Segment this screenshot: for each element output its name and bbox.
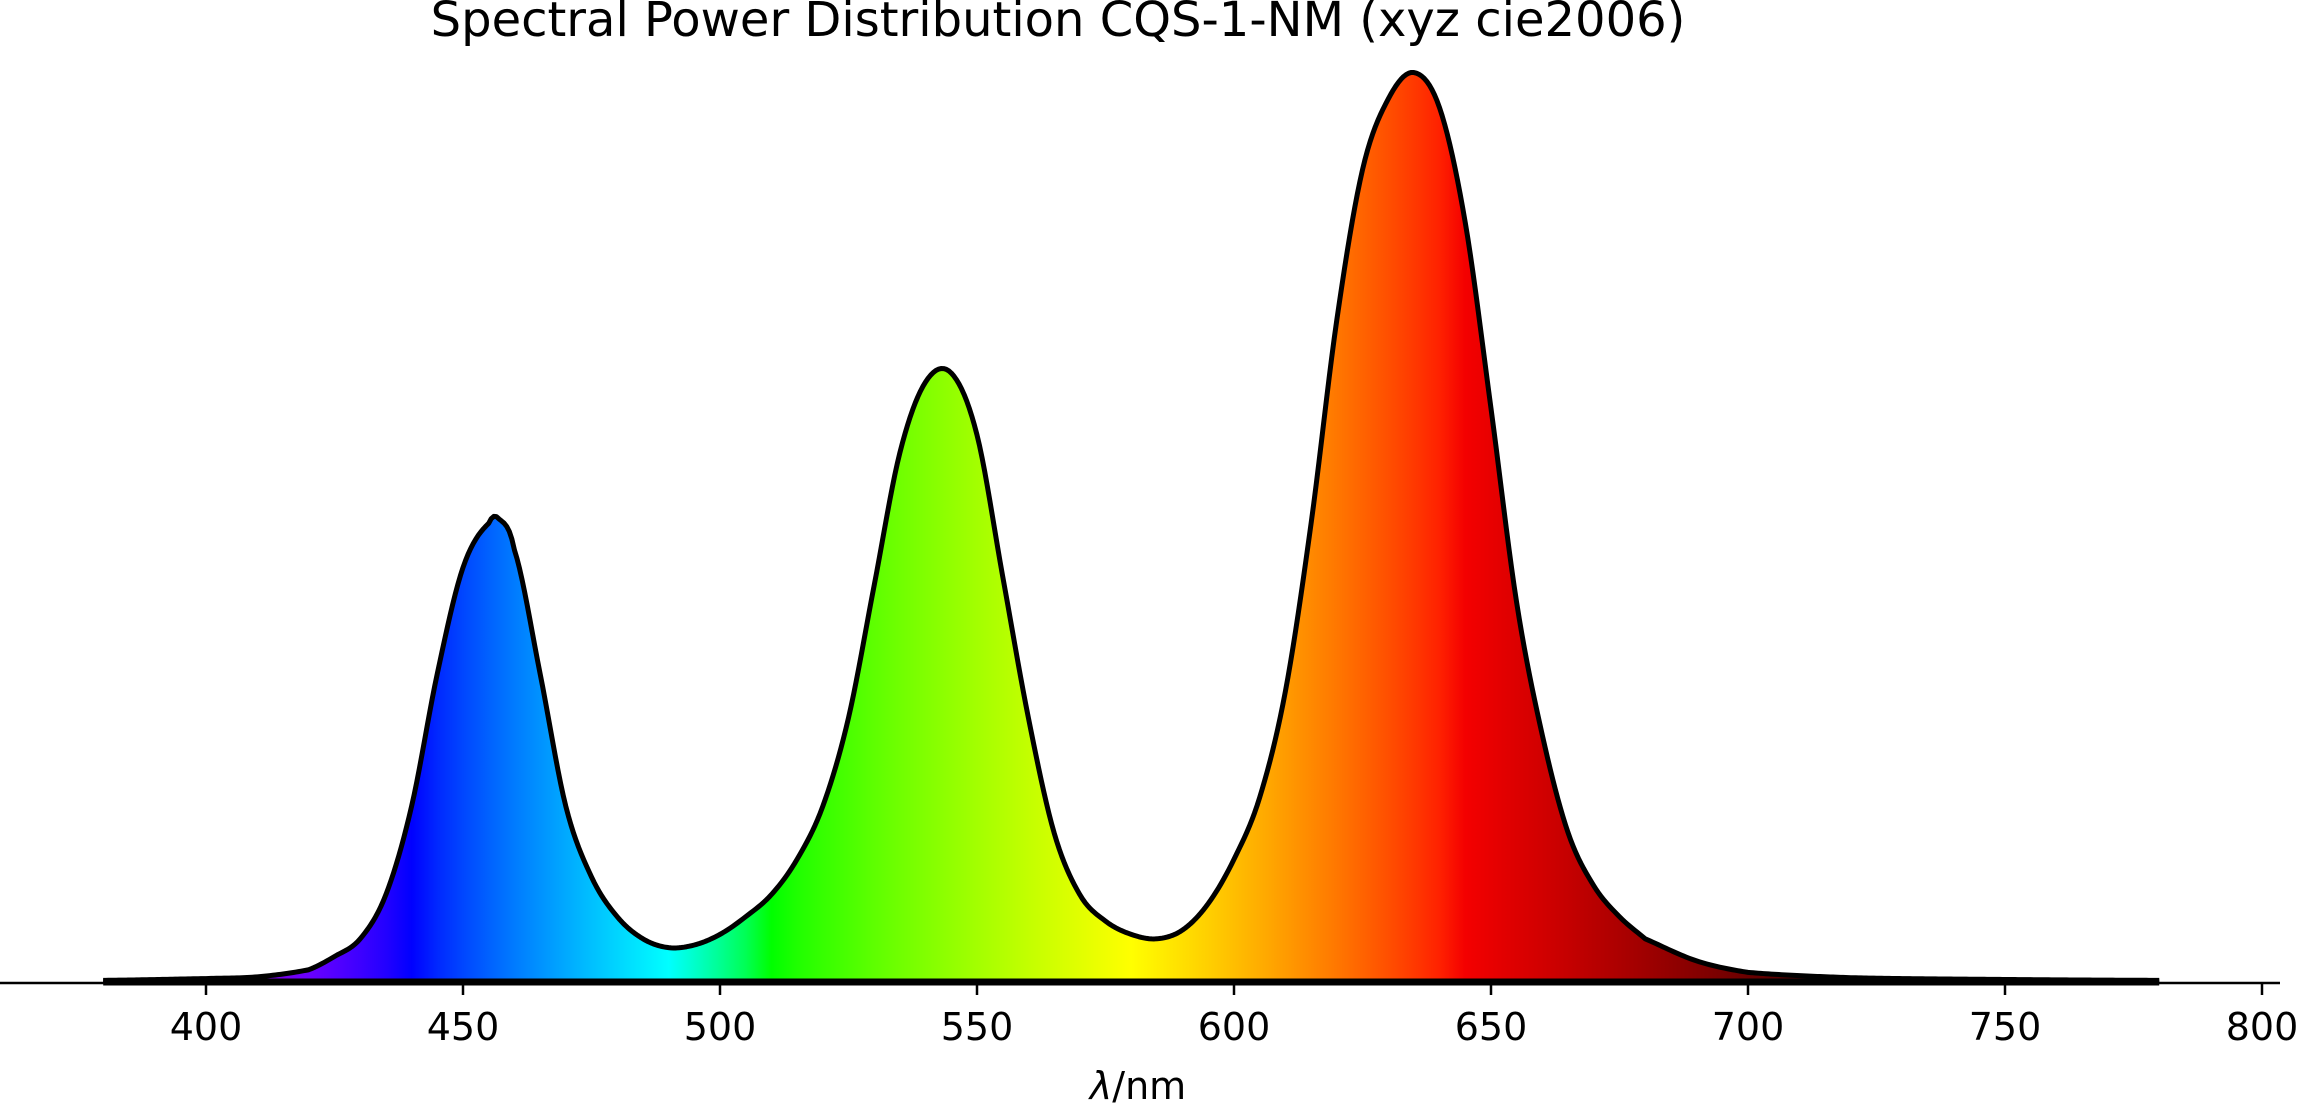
x-tick-label: 650 xyxy=(1455,1005,1528,1049)
spd-curve xyxy=(103,69,2160,983)
x-tick-label: 550 xyxy=(941,1005,1014,1049)
chart-title: Spectral Power Distribution CQS-1-NM (xy… xyxy=(431,0,1686,48)
x-axis-label-unit: /nm xyxy=(1112,1064,1186,1108)
x-tick-label: 700 xyxy=(1712,1005,1785,1049)
x-tick-label: 600 xyxy=(1198,1005,1271,1049)
x-axis-label-symbol: λ xyxy=(1088,1064,1113,1108)
x-tick-label: 500 xyxy=(684,1005,757,1049)
x-tick-label: 450 xyxy=(427,1005,500,1049)
x-tick-label: 400 xyxy=(170,1005,243,1049)
x-axis: 400 450 500 550 600 650 700 750 800 xyxy=(0,981,2299,1049)
x-tick-label: 800 xyxy=(2226,1005,2299,1049)
x-axis-label: λ/nm xyxy=(1088,1064,1186,1108)
x-ticks: 400 450 500 550 600 650 700 750 800 xyxy=(170,983,2299,1049)
x-tick-label: 750 xyxy=(1969,1005,2042,1049)
